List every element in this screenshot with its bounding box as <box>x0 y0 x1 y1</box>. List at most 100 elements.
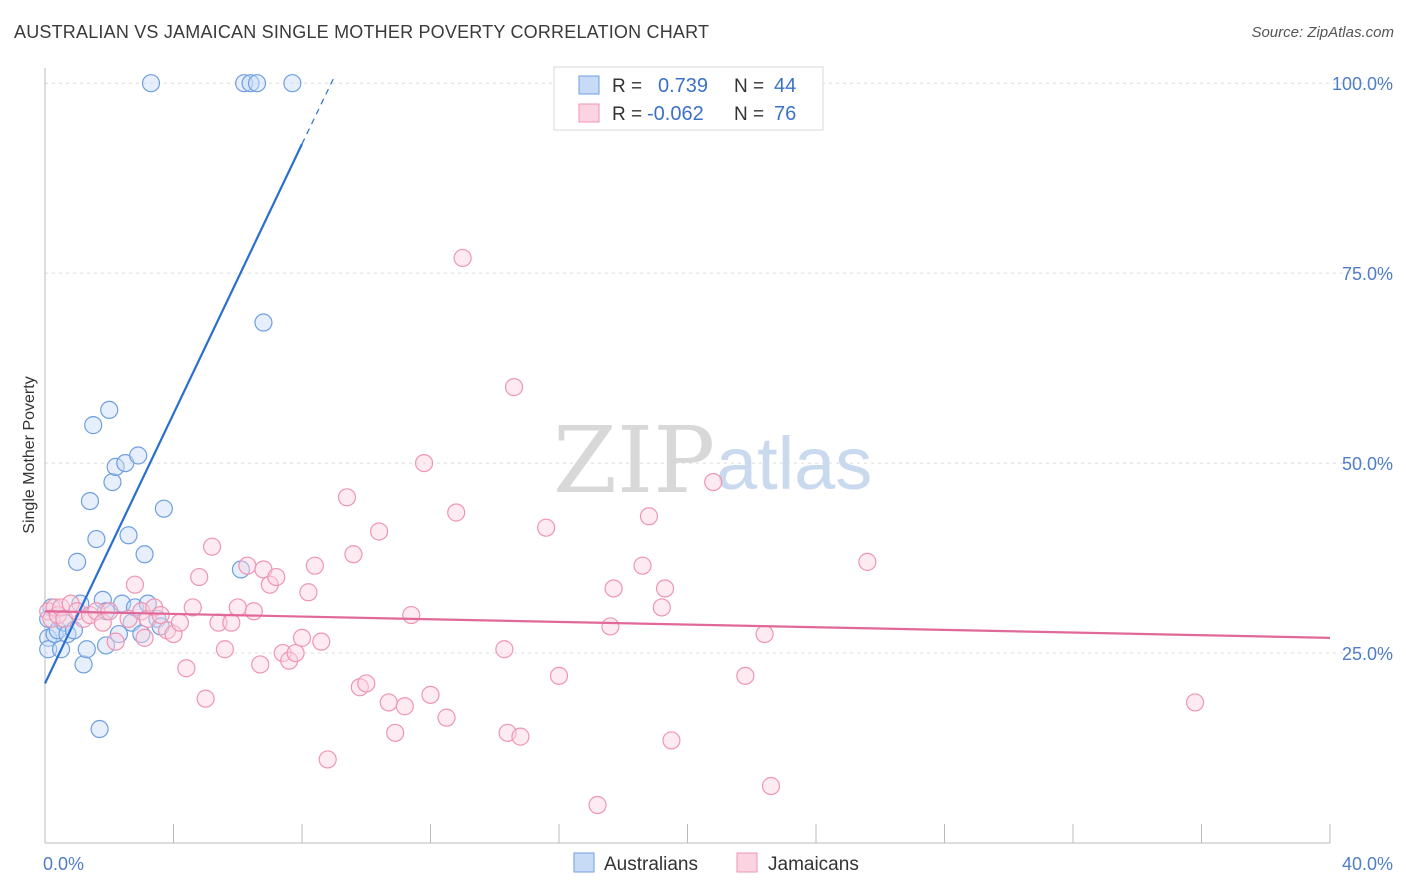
jamaicans-point-47 <box>337 488 357 507</box>
jamaicans-point-23 <box>170 613 190 632</box>
jamaicans-trend-line <box>44 610 1331 639</box>
jamaicans-point-17 <box>135 628 154 647</box>
australians-point-21 <box>100 400 119 420</box>
jamaicans-point-35 <box>251 655 270 674</box>
jamaicans-point-59 <box>447 503 466 522</box>
legend-r-label-au: R = <box>612 76 642 97</box>
jamaicans-point-72 <box>652 598 671 617</box>
jamaicans-point-41 <box>286 643 305 663</box>
australians-point-37 <box>154 499 173 518</box>
jamaicans-point-76 <box>736 666 755 685</box>
australians-trend-extension <box>301 76 335 145</box>
jamaicans-point-13 <box>106 632 125 651</box>
jamaicans-point-24 <box>177 659 196 678</box>
watermark-zip: ZIP <box>553 407 715 514</box>
jamaicans-point-64 <box>511 727 530 746</box>
jamaicans-point-44 <box>305 556 324 575</box>
jamaicans-point-58 <box>437 708 456 727</box>
australians-point-27 <box>119 526 138 545</box>
legend-n-label-ja: N = <box>734 104 764 125</box>
jamaicans-point-60 <box>453 248 472 268</box>
australians-point-16 <box>87 529 106 549</box>
jamaicans-point-45 <box>312 632 331 651</box>
australians-point-12 <box>74 655 93 674</box>
bottom-legend-australians-swatch <box>573 852 595 873</box>
legend-n-value-ja: 76 <box>774 103 796 125</box>
australians-point-43 <box>283 74 302 93</box>
y-tick-label-3: 100.0% <box>1332 74 1393 94</box>
australians-point-39 <box>235 74 254 93</box>
jamaicans-point-34 <box>244 602 263 621</box>
jamaicans-point-30 <box>215 640 234 659</box>
jamaicans-point-50 <box>357 674 376 693</box>
jamaicans-point-33 <box>238 556 257 575</box>
australians-point-2 <box>39 640 58 659</box>
y-tick-label-1: 50.0% <box>1342 454 1393 474</box>
watermark: ZIP atlas <box>553 407 872 514</box>
australians-swatch <box>578 75 600 95</box>
y-tick-label-0: 25.0% <box>1342 644 1393 664</box>
jamaicans-points <box>39 248 1205 815</box>
x-tick-label-1: 40.0% <box>1342 854 1393 874</box>
jamaicans-point-15 <box>125 575 145 594</box>
jamaicans-point-22 <box>164 624 183 644</box>
australians-point-23 <box>106 457 125 476</box>
jamaicans-point-27 <box>196 689 215 708</box>
jamaicans-point-46 <box>318 750 337 769</box>
australians-point-10 <box>68 552 87 571</box>
jamaicans-point-75 <box>704 472 723 492</box>
jamaicans-point-52 <box>379 693 398 712</box>
legend-r-value-ja: -0.062 <box>647 103 704 125</box>
bottom-legend-jamaicans: Jamaicans <box>768 854 859 875</box>
australians-trend-line <box>44 143 303 684</box>
jamaicans-point-48 <box>344 545 363 564</box>
axes <box>44 68 1331 844</box>
australians-point-32 <box>135 545 154 564</box>
jamaicans-point-38 <box>267 567 286 587</box>
jamaicans-point-12 <box>100 602 119 621</box>
jamaicans-point-65 <box>537 518 556 537</box>
jamaicans-point-25 <box>183 598 202 617</box>
jamaicans-point-74 <box>662 731 681 750</box>
stats-legend: R = 0.739 N = 44 R = -0.062 N = 76 <box>553 66 824 131</box>
australians-point-41 <box>247 74 267 93</box>
jamaicans-point-42 <box>292 628 312 647</box>
australians-point-5 <box>48 621 67 640</box>
jamaicans-point-43 <box>299 583 318 602</box>
trend-lines <box>44 76 1331 684</box>
australians-point-34 <box>141 74 161 93</box>
jamaicans-point-40 <box>280 651 299 670</box>
australians-point-42 <box>254 313 273 332</box>
legend-n-label-au: N = <box>734 76 764 97</box>
jamaicans-point-61 <box>495 640 514 659</box>
jamaicans-point-78 <box>761 776 781 796</box>
bottom-legend-australians: Australians <box>604 854 698 875</box>
jamaicans-point-63 <box>504 378 524 397</box>
jamaicans-point-51 <box>370 522 389 541</box>
watermark-atlas: atlas <box>716 422 872 505</box>
bottom-legend-jamaicans-swatch <box>736 852 758 873</box>
jamaicans-point-70 <box>633 556 652 575</box>
australians-point-17 <box>90 719 109 739</box>
y-tick-label-2: 75.0% <box>1342 264 1393 284</box>
australians-point-15 <box>84 416 103 435</box>
jamaicans-point-79 <box>858 552 877 571</box>
australians-point-22 <box>103 472 122 492</box>
chart-title: AUSTRALIAN VS JAMAICAN SINGLE MOTHER POV… <box>14 22 710 42</box>
jamaicans-point-32 <box>228 598 247 617</box>
jamaicans-point-26 <box>190 567 209 587</box>
australians-point-14 <box>80 491 100 511</box>
jamaicans-point-67 <box>588 795 607 815</box>
jamaicans-point-77 <box>755 624 774 644</box>
jamaicans-point-53 <box>386 723 405 742</box>
australians-point-13 <box>77 640 96 659</box>
jamaicans-point-56 <box>414 453 434 473</box>
australians-point-40 <box>241 74 260 93</box>
y-axis-label: Single Mother Poverty <box>21 376 38 533</box>
jamaicans-point-55 <box>402 605 421 625</box>
jamaicans-point-66 <box>549 666 569 685</box>
jamaicans-point-69 <box>604 579 623 598</box>
legend-n-value-au: 44 <box>774 75 796 97</box>
legend-r-value-au: 0.739 <box>658 75 708 97</box>
